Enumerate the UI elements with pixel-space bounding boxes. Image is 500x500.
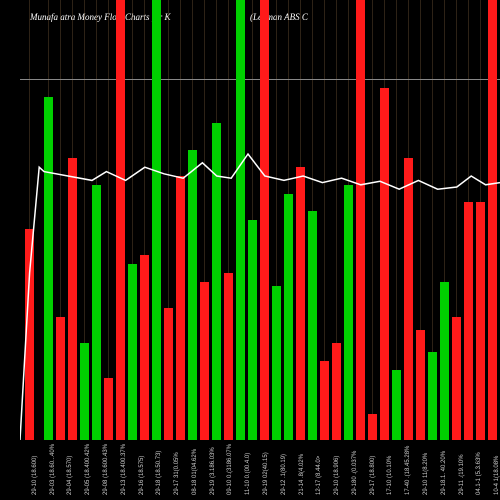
chart-bar	[464, 202, 473, 440]
chart-bar	[68, 158, 77, 440]
x-axis-label: 29-18.1. 40.20%	[441, 451, 447, 495]
chart-bar	[368, 414, 377, 440]
x-axis-label: 08-18 01(04.62%	[192, 449, 198, 495]
x-axis-label: 17-10 (10.10%	[387, 456, 393, 495]
chart-bar	[260, 0, 269, 440]
x-axis-label: 29-16 (18.575)	[139, 456, 145, 495]
chart-bar	[152, 0, 161, 440]
chart-bar	[44, 97, 53, 440]
x-axis-label: 09-10 0.(3186.07%	[227, 444, 233, 495]
chart-bar	[200, 282, 209, 440]
x-axis-label: 29-13 (18.400.37%	[121, 444, 127, 495]
x-axis-label: 29-04 (18.570)	[67, 456, 73, 495]
x-axis-label: 10-4 1(18.08%	[494, 456, 500, 495]
chart-bar	[380, 88, 389, 440]
x-axis-label: 17-40 .(18.45.28%	[405, 446, 411, 495]
chart-bar	[236, 0, 245, 440]
x-axis-label: 29-10 (18.600)	[32, 456, 38, 495]
chart-bar	[116, 0, 125, 440]
chart-bar	[128, 264, 137, 440]
x-axis-label: 29-18 (18.50.73)	[156, 451, 162, 495]
chart-bar	[476, 202, 485, 440]
chart-bar	[140, 255, 149, 440]
chart-bar	[284, 194, 293, 440]
x-axis-label: 21-14 .8(4.02%	[299, 454, 305, 495]
x-axis-label: 29-180 .(0.037%	[352, 451, 358, 495]
x-axis-label: 12-17 (8.44.0>	[316, 456, 322, 495]
chart-bar	[224, 273, 233, 440]
x-axis-label: 29-19 02(40.15)	[263, 452, 269, 495]
chart-bar	[344, 185, 353, 440]
x-axis-label: 29-17 (18.800)	[370, 456, 376, 495]
chart-bar	[320, 361, 329, 440]
grid-line	[108, 0, 109, 440]
chart-bar	[296, 167, 305, 440]
x-axis-label: 11-10 0.(00.4.0)	[245, 453, 251, 495]
x-axis-label: 29-10 (18.906)	[334, 456, 340, 495]
chart-bar	[440, 282, 449, 440]
chart-bar	[248, 220, 257, 440]
x-axis-labels: 29-10 (18.600) 29-03 (18.60...40% 29-04 (1…	[20, 445, 500, 500]
x-axis-label: 29-03 (18.60...40%	[50, 444, 56, 495]
x-axis-label: 29-08 (18.600.43%	[103, 444, 109, 495]
chart-bar	[416, 330, 425, 440]
chart-bar	[25, 229, 34, 440]
chart-bar	[308, 211, 317, 440]
chart-bar	[488, 0, 497, 440]
chart-bar	[80, 343, 89, 440]
chart-bar	[428, 352, 437, 440]
x-axis-label: 29-12 .1(80.19)	[281, 454, 287, 495]
chart-bar	[452, 317, 461, 440]
chart-bar	[104, 378, 113, 440]
grid-line	[372, 0, 373, 440]
x-axis-label: 29-05 (18.400.42%	[85, 444, 91, 495]
chart-bar	[356, 0, 365, 440]
chart-bar	[392, 370, 401, 440]
x-axis-label: 29-17 31(0.05%	[174, 452, 180, 495]
x-axis-label: 29-10 11(8.20%	[423, 453, 429, 495]
chart-bar	[92, 185, 101, 440]
x-axis-label: 04.1-1 (5.3.63%	[476, 452, 482, 495]
chart-bar	[212, 123, 221, 440]
chart-bar	[404, 158, 413, 440]
chart-bar	[332, 343, 341, 440]
x-axis-label: 29-11 .(19.10%	[459, 454, 465, 495]
chart-bar	[56, 317, 65, 440]
x-axis-label: 29-19 (3.186.03%	[210, 447, 216, 495]
chart-bar	[188, 150, 197, 440]
chart-area	[20, 0, 500, 440]
chart-bar	[272, 286, 281, 440]
chart-bar	[164, 308, 173, 440]
chart-bar	[176, 176, 185, 440]
